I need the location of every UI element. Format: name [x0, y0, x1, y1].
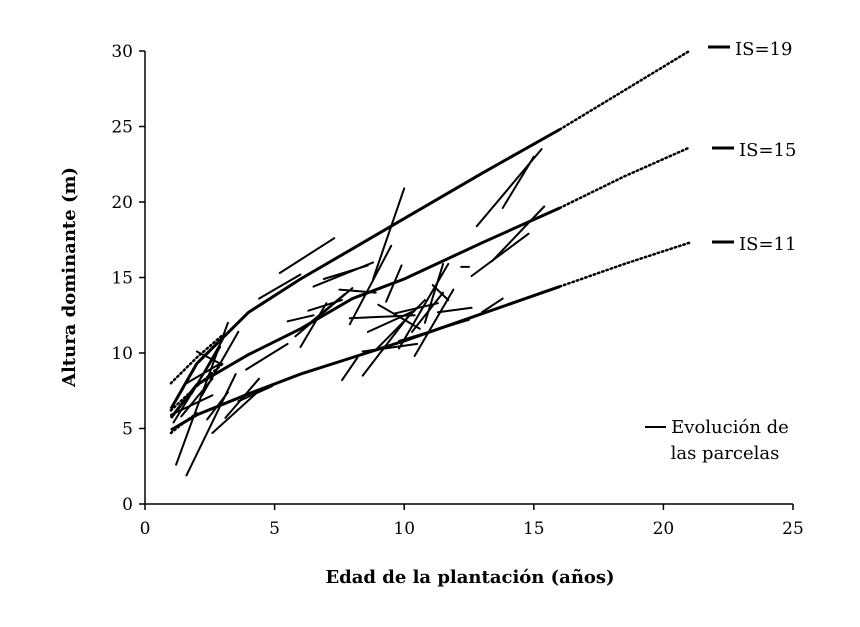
plot-segment [491, 205, 546, 262]
site-index-curve-extrapolated-start [169, 362, 225, 412]
plot-segment [398, 262, 450, 350]
x-tick-label: 10 [393, 519, 415, 539]
plot-segment [169, 394, 214, 416]
plot-segment [501, 155, 535, 209]
plot-segment [423, 262, 445, 324]
x-tick-label: 0 [140, 519, 151, 539]
y-tick-label: 20 [111, 193, 133, 213]
plot-segment [470, 232, 530, 277]
y-tick-label: 15 [111, 269, 133, 289]
x-tick-label: 5 [269, 519, 280, 539]
y-tick-label: 30 [111, 42, 133, 62]
site-index-curve [169, 128, 561, 410]
plot-area [169, 49, 691, 477]
plot-segment [224, 377, 260, 419]
plot-segment [481, 297, 504, 314]
legend-label: Evolución de [671, 417, 789, 438]
plot-segment [436, 306, 473, 314]
site-index-curve-extrapolated-end [558, 49, 691, 131]
plot-segment [348, 244, 393, 326]
plot-segment [312, 261, 375, 288]
plot-segment [431, 284, 450, 302]
plot-segment [413, 288, 455, 357]
plot-segment [286, 314, 315, 323]
plot-segment [278, 237, 336, 274]
plot-segment [377, 303, 421, 330]
plot-segment [294, 287, 354, 338]
plot-segment [372, 187, 406, 280]
plot-segment [258, 273, 302, 300]
site-index-curve-extrapolated-start [169, 333, 225, 385]
legend-label-2: las parcelas [671, 443, 780, 464]
y-axis-title: Altura dominante (m) [59, 167, 80, 388]
curve-label: IS=15 [739, 140, 796, 161]
legend: Evolución de las parcelas [645, 417, 789, 464]
plot-segment [341, 356, 359, 382]
plot-segment [237, 385, 273, 403]
y-tick-label: 10 [111, 344, 133, 364]
y-tick-label: 5 [122, 420, 133, 440]
site-index-curve-extrapolated-end [558, 146, 691, 210]
y-tick-label: 25 [111, 118, 133, 138]
x-tick-label: 20 [653, 519, 675, 539]
axes: 0 5 10 15 20 25 0 5 10 15 20 25 30 IS=19 IS=15 IS=11 [111, 39, 803, 539]
x-tick-label: 15 [523, 519, 545, 539]
plot-segment [201, 330, 240, 397]
plot-segment [185, 373, 237, 477]
plot-segment [299, 302, 328, 348]
site-index-curve-extrapolated-end [558, 241, 691, 288]
plot-segment [211, 389, 260, 434]
site-index-curve-extrapolated-start [169, 412, 199, 435]
plot-segment [245, 342, 289, 371]
y-tick-label: 0 [122, 495, 133, 515]
x-tick-label: 25 [782, 519, 804, 539]
plot-segment [366, 309, 416, 333]
curve-label: IS=11 [739, 234, 796, 255]
curve-label: IS=19 [735, 39, 792, 60]
x-axis-title: Edad de la plantación (años) [325, 567, 614, 588]
site-index-curve [170, 285, 561, 432]
plot-segment [348, 314, 416, 320]
